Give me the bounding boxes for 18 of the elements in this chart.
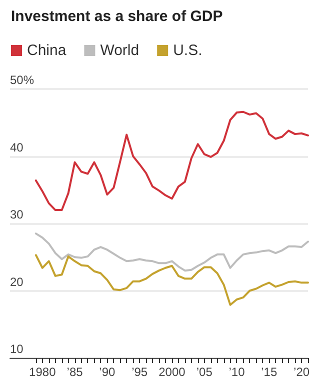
legend-label: China bbox=[27, 42, 67, 59]
y-tick-label: 40 bbox=[10, 140, 24, 154]
x-tick-label: ’10 bbox=[228, 365, 246, 379]
x-tick-label: 1980 bbox=[29, 365, 56, 379]
x-tick-label: 2000 bbox=[158, 365, 186, 379]
x-tick-label: ’20 bbox=[294, 365, 310, 379]
x-tick-label: ’15 bbox=[261, 365, 278, 379]
y-tick-label: 50% bbox=[10, 73, 34, 87]
x-tick-label: ’85 bbox=[66, 365, 84, 379]
x-tick-label: ’05 bbox=[196, 365, 213, 379]
legend-label: World bbox=[100, 42, 140, 59]
y-tick-label: 10 bbox=[10, 342, 24, 356]
y-tick-label: 20 bbox=[10, 274, 24, 289]
legend-label: U.S. bbox=[173, 42, 202, 59]
x-tick-label: ’90 bbox=[99, 365, 116, 379]
chart-title: Investment as a share of GDP bbox=[11, 8, 223, 25]
x-tick-label: ’95 bbox=[132, 365, 148, 379]
y-tick-label: 30 bbox=[10, 208, 24, 222]
